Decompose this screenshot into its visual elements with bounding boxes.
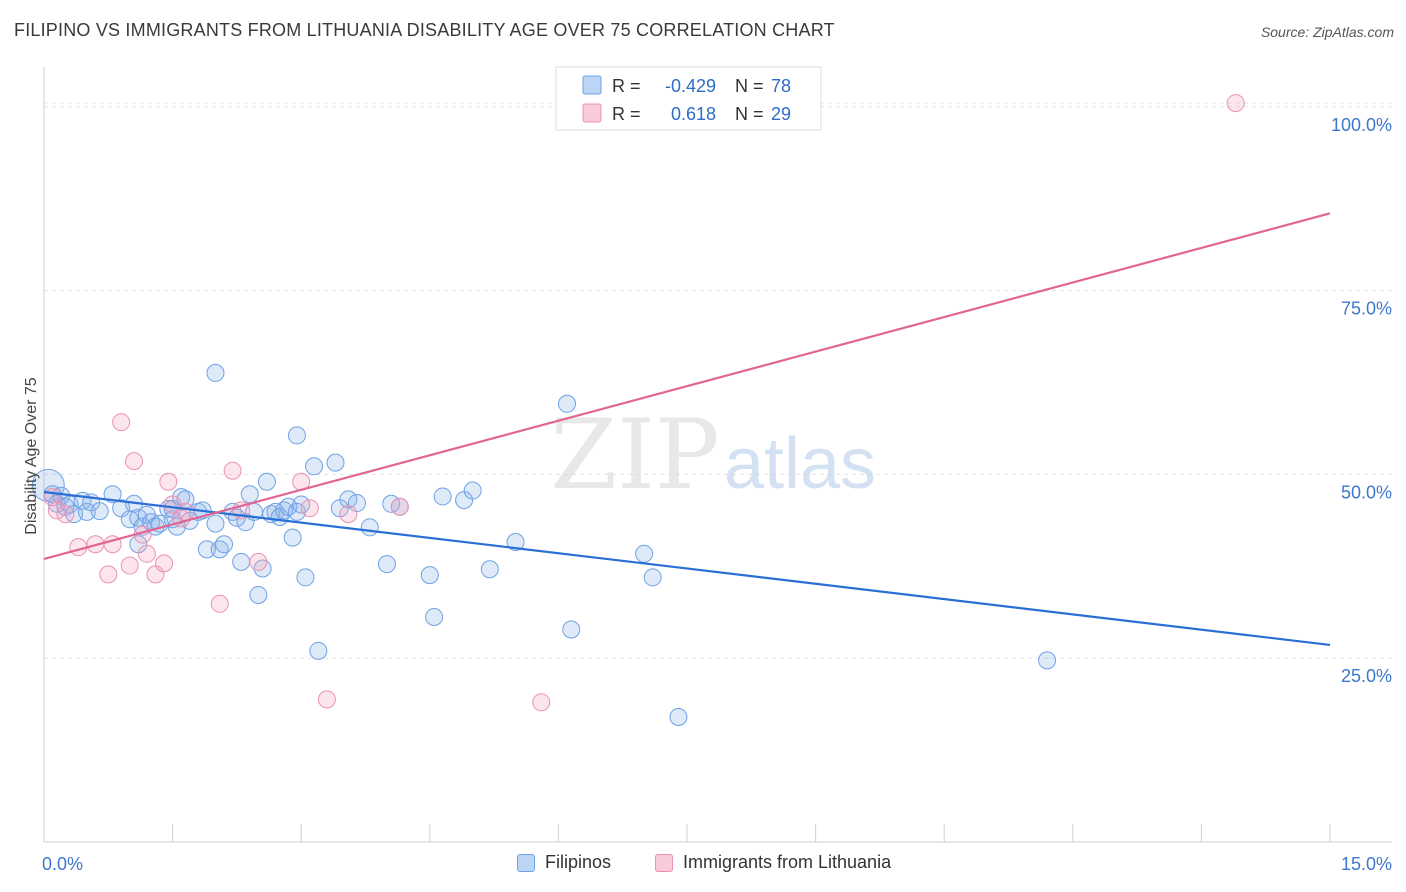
- trend-line-filipinos: [43, 490, 1331, 647]
- point-lithuania: [47, 501, 66, 520]
- point-filipinos: [206, 363, 225, 382]
- point-filipinos: [296, 568, 315, 587]
- point-filipinos: [1038, 651, 1057, 670]
- legend-swatch-filipinos-bottom: [517, 853, 535, 872]
- y-tick-label: 100.0%: [1331, 115, 1392, 135]
- legend-swatch-filipinos: [582, 75, 602, 95]
- legend-swatch-lithuania: [582, 103, 602, 123]
- point-filipinos: [90, 502, 109, 521]
- x-tick-label-max: 15.0%: [1341, 854, 1392, 874]
- y-tick-label: 25.0%: [1341, 666, 1392, 686]
- point-filipinos: [240, 485, 259, 504]
- legend-swatch-lithuania-bottom: [655, 853, 673, 872]
- legend-label-lithuania: Immigrants from Lithuania: [683, 852, 892, 872]
- point-lithuania: [210, 594, 229, 613]
- watermark-atlas: atlas: [724, 424, 876, 504]
- point-filipinos: [562, 620, 581, 639]
- trend-lines: [43, 212, 1331, 647]
- point-filipinos: [480, 560, 499, 579]
- point-lithuania: [112, 413, 131, 432]
- watermark: ZIP atlas: [550, 399, 876, 511]
- point-filipinos: [339, 490, 358, 509]
- point-filipinos: [249, 585, 268, 604]
- x-tick-label-min: 0.0%: [42, 854, 83, 874]
- point-lithuania: [155, 554, 174, 573]
- point-filipinos: [635, 544, 654, 563]
- point-filipinos: [309, 641, 328, 660]
- point-filipinos: [463, 481, 482, 500]
- point-filipinos: [669, 708, 688, 727]
- axes: [43, 67, 1392, 843]
- point-filipinos: [215, 535, 234, 554]
- point-filipinos: [433, 487, 452, 506]
- point-filipinos: [360, 518, 379, 537]
- point-filipinos: [420, 566, 439, 585]
- legend-n-value-1: 78: [771, 76, 791, 96]
- point-lithuania: [300, 499, 319, 518]
- legend-r-value-1: -0.429: [665, 76, 716, 96]
- point-lithuania: [176, 502, 195, 521]
- point-filipinos: [326, 453, 345, 472]
- chart-source: Source: ZipAtlas.com: [1260, 24, 1394, 40]
- point-filipinos: [287, 426, 306, 445]
- point-lithuania: [159, 472, 178, 491]
- legend-bottom: Filipinos Immigrants from Lithuania: [0, 852, 1406, 878]
- point-filipinos: [77, 502, 96, 521]
- legend-item-filipinos: Filipinos: [517, 852, 611, 873]
- point-lithuania: [1226, 94, 1245, 113]
- watermark-zip: ZIP: [550, 399, 719, 511]
- point-filipinos: [257, 472, 276, 491]
- y-tick-label: 50.0%: [1341, 482, 1392, 502]
- point-filipinos: [425, 608, 444, 627]
- data-points: [31, 94, 1245, 727]
- chart-title: FILIPINO VS IMMIGRANTS FROM LITHUANIA DI…: [14, 20, 835, 40]
- legend-top: R = -0.429 N = 78 R = 0.618 N = 29: [555, 66, 822, 131]
- point-filipinos: [283, 528, 302, 547]
- point-lithuania: [56, 505, 75, 524]
- point-lithuania: [339, 505, 358, 524]
- point-filipinos: [506, 533, 525, 552]
- point-filipinos: [557, 394, 576, 413]
- legend-n-label-1: N =: [735, 76, 764, 96]
- point-lithuania: [125, 452, 144, 471]
- point-filipinos: [305, 457, 324, 476]
- legend-label-filipinos: Filipinos: [545, 852, 612, 872]
- legend-r-label-1: R =: [612, 76, 641, 96]
- y-axis-label: Disability Age Over 75: [23, 377, 40, 535]
- point-filipinos: [643, 568, 662, 587]
- trend-line-lithuania: [43, 212, 1331, 560]
- legend-n-label-2: N =: [735, 104, 764, 124]
- legend-n-value-2: 29: [771, 104, 791, 124]
- point-lithuania: [249, 552, 268, 571]
- tick-labels: 25.0% 50.0% 75.0% 100.0% 0.0% 15.0%: [42, 115, 1392, 874]
- point-filipinos: [206, 514, 225, 533]
- point-filipinos: [292, 495, 311, 514]
- legend-r-value-2: 0.618: [671, 104, 716, 124]
- grid-lines: [44, 102, 1392, 659]
- point-lithuania: [390, 497, 409, 516]
- point-filipinos: [197, 540, 216, 559]
- point-lithuania: [99, 565, 118, 584]
- point-lithuania: [532, 693, 551, 712]
- point-lithuania: [223, 461, 242, 480]
- y-tick-label: 75.0%: [1341, 299, 1392, 319]
- point-filipinos: [103, 485, 122, 504]
- point-lithuania: [317, 690, 336, 709]
- legend-item-lithuania: Immigrants from Lithuania: [655, 852, 891, 873]
- legend-r-label-2: R =: [612, 104, 641, 124]
- point-lithuania: [137, 544, 156, 563]
- point-filipinos: [232, 552, 251, 571]
- point-lithuania: [120, 556, 139, 575]
- point-filipinos: [377, 555, 396, 574]
